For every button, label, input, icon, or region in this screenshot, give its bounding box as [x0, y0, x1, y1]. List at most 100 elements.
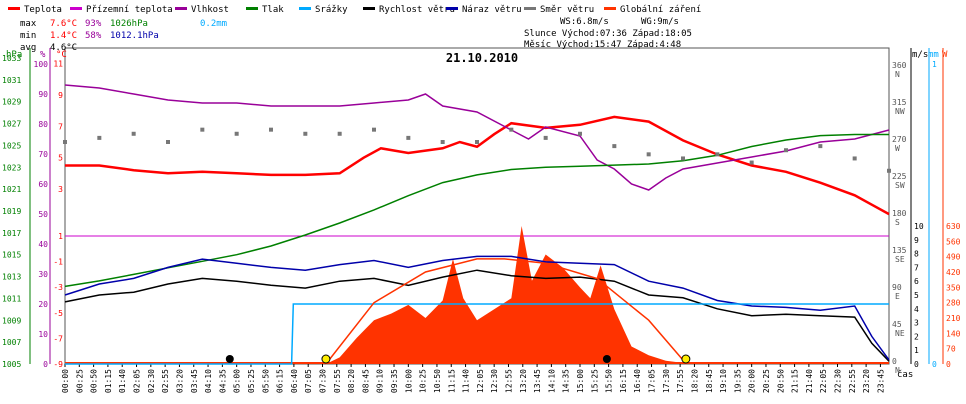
info-wg: WG:9m/s [641, 17, 679, 27]
time-tick: 16:40 [633, 369, 642, 393]
wind-tick: 7 [914, 263, 919, 272]
time-tick: 18:45 [705, 369, 714, 393]
time-tick: 08:45 [361, 369, 370, 393]
time-tick: 01:40 [118, 369, 127, 393]
press-tick: 1019 [2, 207, 21, 216]
dir-tick: 315 [892, 98, 907, 107]
rad-tick: 280 [946, 299, 961, 308]
dir-tick-label: NW [895, 107, 905, 116]
time-tick: 13:45 [533, 369, 542, 393]
legend-swatch [8, 7, 20, 10]
press-tick: 1005 [2, 360, 21, 369]
dir-tick-label: SE [895, 255, 905, 264]
wind-direction-point [509, 127, 514, 132]
time-tick: 12:30 [490, 369, 499, 393]
time-tick: 03:20 [175, 369, 184, 393]
time-tick: 01:15 [104, 369, 113, 393]
wind-direction-point [440, 140, 445, 144]
time-tick: 15:00 [576, 369, 585, 393]
press-tick: 1013 [2, 273, 21, 282]
temp-unit: °C [56, 50, 67, 60]
temp-tick: -9 [53, 360, 63, 369]
wind-direction-point [612, 144, 617, 149]
wind-direction-point [818, 144, 823, 149]
series-line [64, 269, 890, 362]
rad-tick: 630 [946, 222, 961, 231]
time-tick: 19:10 [719, 369, 728, 393]
wind-direction-point [372, 127, 376, 132]
wind-direction-point [784, 148, 788, 153]
time-tick: 02:05 [133, 369, 142, 393]
time-unit: čas [897, 369, 913, 380]
wind-direction-point [337, 131, 342, 136]
time-tick: 22:55 [848, 369, 857, 393]
stats-avg-temp: 4.6°C [50, 43, 77, 53]
time-tick: 14:10 [547, 369, 556, 393]
wind-tick: 9 [914, 236, 919, 245]
time-tick: 10:00 [404, 369, 413, 393]
time-tick: 17:55 [676, 369, 685, 393]
time-tick: 07:30 [319, 369, 328, 393]
stats-min-hum: 58% [85, 31, 102, 41]
time-tick: 07:55 [333, 369, 342, 393]
wind-tick: 4 [914, 305, 919, 314]
info-block: WS:6.8m/s WG:9m/s Slunce Východ:07:36 Zá… [524, 17, 692, 50]
press-tick: 1027 [2, 120, 21, 129]
stats-max-label: max [20, 19, 37, 29]
temp-tick: 7 [58, 122, 63, 131]
stats-max-hum: 93% [85, 19, 102, 29]
press-tick: 1015 [2, 251, 21, 260]
legend: Teplota Přízemní teplota Vlhkost Tlak Srážky… [8, 5, 701, 15]
rad-tick: 560 [946, 237, 961, 246]
wind-tick: 10 [914, 222, 924, 231]
hum-tick: 30 [38, 270, 48, 279]
time-tick: 15:50 [605, 369, 614, 393]
wind-direction-point [406, 135, 411, 140]
wind-direction-point [303, 131, 308, 136]
wind-direction-point [852, 156, 857, 161]
dir-tick: 225 [892, 172, 907, 181]
rad-tick: 420 [946, 268, 961, 277]
dir-tick: 135 [892, 246, 907, 255]
hum-unit: % [40, 50, 46, 60]
temp-tick: 1 [58, 232, 63, 241]
legend-swatch [299, 7, 311, 10]
time-tick: 19:35 [733, 369, 742, 393]
moonset-marker [225, 355, 234, 363]
time-tick: 22:05 [819, 369, 828, 393]
legend-item: Tlak [246, 5, 284, 15]
legend-item: Vlhkost [175, 5, 229, 15]
series-line [325, 258, 687, 365]
rain-tick: 1 [932, 60, 937, 69]
legend-label: Vlhkost [191, 5, 229, 15]
rad-tick: 210 [946, 314, 961, 323]
time-tick: 17:05 [648, 369, 657, 393]
legend-label: Přízemní teplota [86, 5, 173, 15]
time-tick: 06:40 [290, 369, 299, 393]
wind-direction-point [200, 127, 205, 132]
time-tick: 21:15 [791, 369, 800, 393]
rad-tick: 490 [946, 253, 961, 262]
press-tick: 1033 [2, 54, 21, 63]
stats-min-press: 1012.1hPa [110, 31, 159, 41]
legend-item: Směr větru [524, 5, 594, 15]
wind-direction-point [681, 156, 685, 161]
stats-max-press: 1026hPa [110, 19, 148, 29]
time-tick: 13:20 [519, 369, 528, 393]
legend-item: Globální záření [604, 5, 701, 15]
time-tick: 05:50 [261, 369, 270, 393]
time-tick: 22:30 [834, 369, 843, 393]
series-line [64, 255, 890, 361]
time-tick: 00:25 [75, 369, 84, 393]
rain-unit: mm [928, 50, 939, 60]
legend-label: Rychlost větru [379, 5, 455, 15]
hum-tick: 20 [38, 300, 48, 309]
press-tick: 1021 [2, 185, 21, 194]
press-tick: 1007 [2, 338, 21, 347]
legend-label: Směr větru [540, 5, 594, 15]
time-tick: 23:45 [876, 369, 885, 393]
time-tick: 09:10 [376, 369, 385, 393]
wind-direction-point [131, 131, 136, 136]
dir-tick-label: SW [895, 181, 905, 190]
